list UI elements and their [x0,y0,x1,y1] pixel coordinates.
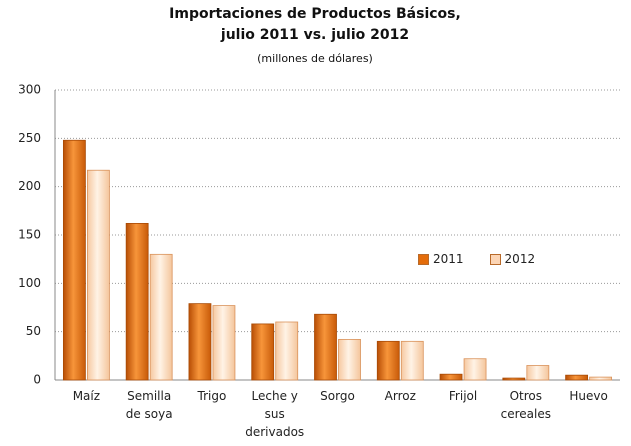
bar [463,358,487,381]
bar [125,222,149,381]
y-tick-label: 200 [18,179,41,193]
x-tick-label: Huevo [569,389,608,403]
legend-label: 2012 [504,252,536,266]
x-tick-label: Leche y sus derivados [245,389,305,439]
legend-item: 2011 [418,252,464,266]
y-tick-label: 150 [18,228,41,242]
chart-title: Importaciones de Productos Básicos, juli… [169,6,461,43]
bar [275,321,299,381]
bar [251,323,275,381]
x-tick-label: Trigo [197,389,227,403]
bar [400,340,424,381]
legend-item: 2012 [489,252,536,266]
y-tick-label: 0 [33,373,41,387]
bar [502,377,526,381]
legend: 2011 2012 [418,252,535,266]
x-tick-label: Semilla de soya [125,389,173,421]
x-tick-label: Maíz [72,389,101,403]
legend-swatch [418,253,429,265]
y-tick-label: 50 [26,324,41,338]
legend-label: 2011 [433,252,464,266]
bar [212,305,236,381]
bar [314,313,337,381]
bar [589,376,613,381]
bar [439,373,463,381]
chart-subtitle: (millones de dólares) [257,52,373,65]
x-tick-label: Sorgo [320,389,355,403]
x-tick-label: Frijol [448,389,478,403]
bar [86,169,110,381]
x-tick-label: Otros cereales [500,389,551,421]
y-tick-label: 250 [18,131,41,145]
y-tick-label: 100 [18,276,41,290]
x-tick-label: Arroz [384,389,416,403]
bar [526,365,550,381]
bar [188,303,212,381]
bar [565,374,589,381]
y-tick-label: 300 [18,83,41,97]
bar [338,338,361,381]
bar [149,253,173,381]
bar [62,139,86,381]
bar [376,340,400,381]
legend-swatch [489,253,501,265]
